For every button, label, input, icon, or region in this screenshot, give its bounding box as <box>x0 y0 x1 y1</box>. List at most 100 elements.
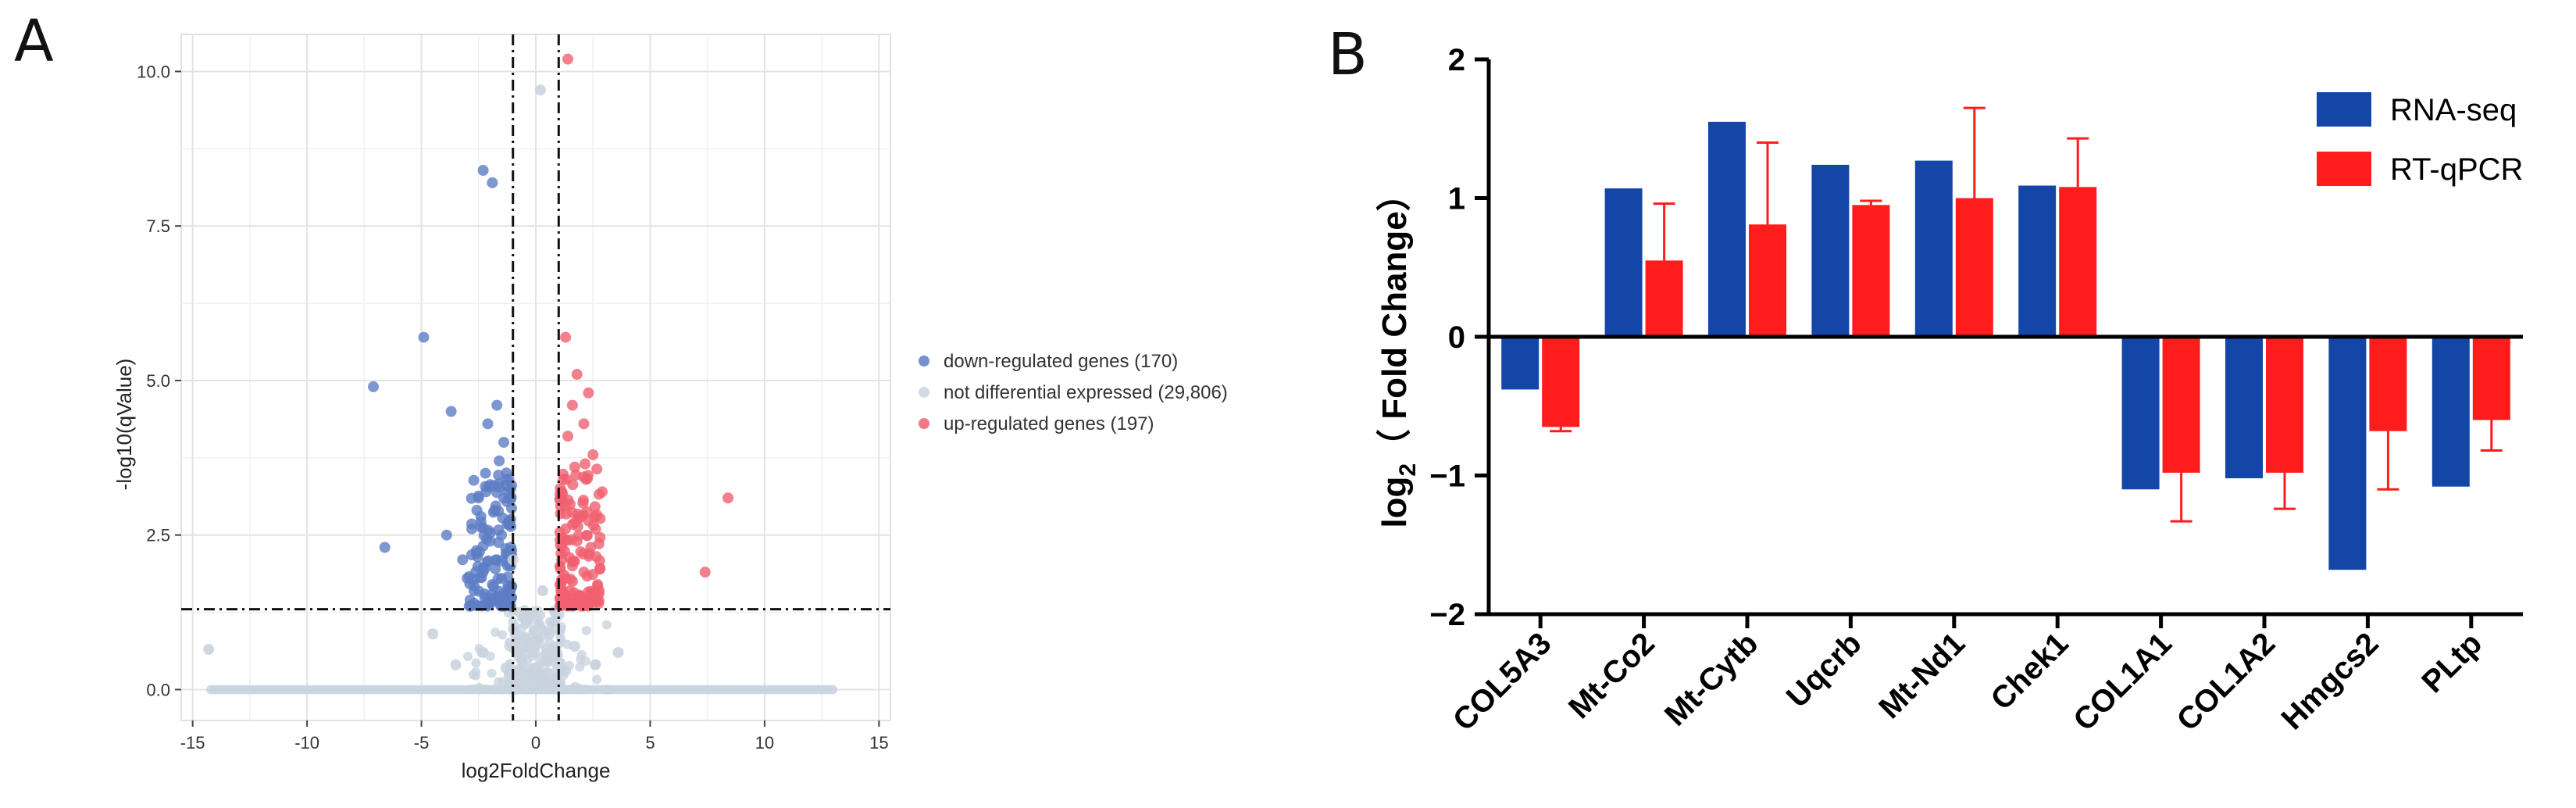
rna-seq-bar <box>2328 337 2367 570</box>
up-regulated-point <box>569 517 580 528</box>
up-regulated-point <box>591 463 603 475</box>
not-differential-point <box>548 616 560 627</box>
up-regulated-point <box>562 53 574 65</box>
not-differential-point <box>512 665 523 677</box>
not-differential-point <box>601 620 612 630</box>
down-regulated-point <box>480 486 492 498</box>
y-tick-label: −2 <box>1429 598 1465 632</box>
y-tick-label: 0.0 <box>146 680 170 699</box>
down-regulated-point <box>490 563 501 574</box>
down-regulated-point <box>491 554 503 566</box>
up-regulated-point <box>554 560 566 572</box>
category-label: PLtp <box>2415 626 2489 699</box>
not-differential-point <box>521 610 533 621</box>
y-tick-label: −1 <box>1429 459 1465 494</box>
category-label: Chek1 <box>1985 626 2075 717</box>
rna-seq-bar <box>1708 121 1746 337</box>
up-regulated-point <box>573 591 585 602</box>
down-regulated-point <box>445 406 457 417</box>
x-axis-title: log2FoldChange <box>462 759 611 782</box>
category-label: Uqcrb <box>1780 626 1868 714</box>
not-differential-point <box>450 659 462 670</box>
up-regulated-point <box>580 474 592 485</box>
up-regulated-point <box>558 474 569 485</box>
not-differential-point <box>551 652 562 662</box>
up-regulated-point <box>555 508 566 520</box>
rt-qpcr-bar <box>1542 337 1580 427</box>
not-differential-point <box>554 639 564 649</box>
category-label: COL1A2 <box>2171 626 2282 738</box>
up-regulated-point <box>580 458 591 470</box>
up-regulated-point <box>594 531 606 543</box>
legend-label: down-regulated genes (170) <box>944 351 1178 372</box>
not-differential-point <box>560 665 572 677</box>
up-regulated-point <box>583 387 594 399</box>
y-tick-label: 5.0 <box>146 371 170 391</box>
not-differential-point <box>569 641 580 652</box>
not-differential-point <box>471 658 481 668</box>
y-tick-label: 1 <box>1448 182 1465 216</box>
up-regulated-point <box>570 469 582 481</box>
down-regulated-point <box>484 535 496 547</box>
not-differential-point <box>575 662 585 672</box>
down-regulated-point <box>379 542 391 553</box>
down-regulated-point <box>496 573 508 585</box>
not-differential-point <box>509 680 519 690</box>
rt-qpcr-bar <box>1955 198 1993 337</box>
up-regulated-point <box>593 595 605 606</box>
not-differential-point <box>505 637 515 647</box>
up-regulated-point <box>562 431 574 442</box>
up-regulated-point <box>578 567 590 578</box>
up-regulated-point <box>575 546 587 558</box>
rna-seq-bar <box>1604 188 1643 337</box>
down-regulated-point <box>494 591 505 602</box>
not-differential-point <box>534 84 546 96</box>
not-differential-point <box>477 646 489 658</box>
down-regulated-point <box>468 474 480 486</box>
up-regulated-point <box>564 499 576 510</box>
up-regulated-point <box>566 560 578 572</box>
up-regulated-point <box>594 555 605 567</box>
not-differential-point <box>580 685 590 695</box>
legend-label: RNA-seq <box>2390 93 2517 127</box>
not-differential-point <box>590 659 601 670</box>
not-differential-point <box>543 667 553 677</box>
down-regulated-point <box>368 381 380 392</box>
x-tick-label: -5 <box>414 733 430 753</box>
not-differential-point <box>509 628 521 640</box>
legend-swatch <box>2317 152 2371 186</box>
up-regulated-point <box>590 524 601 535</box>
x-tick-label: 10 <box>755 733 774 753</box>
up-regulated-point <box>571 535 583 547</box>
x-tick-label: 0 <box>531 733 541 753</box>
down-regulated-point <box>500 480 512 492</box>
legend-label: RT-qPCR <box>2390 152 2523 187</box>
volcano-plot: -15 -10 -5 0 5 10 15 0.0 2.5 5.0 7.5 10.0 log2FoldCh… <box>112 34 1228 782</box>
down-regulated-point <box>489 505 501 517</box>
x-tick-label: -15 <box>180 733 205 753</box>
not-differential-point <box>601 685 611 695</box>
up-regulated-point <box>566 399 578 411</box>
up-regulated-point <box>554 493 566 505</box>
rna-seq-bar <box>2432 337 2470 487</box>
panel-label-a: A <box>14 8 54 75</box>
up-regulated-point <box>578 418 590 430</box>
rt-qpcr-bar <box>2472 337 2510 420</box>
y-axis-title-subscript: 2 <box>1395 463 1421 477</box>
not-differential-point <box>532 680 542 690</box>
up-regulated-point <box>560 534 572 545</box>
category-label: Mt-Cytb <box>1658 626 1764 732</box>
rt-qpcr-bar <box>2369 337 2407 431</box>
rt-qpcr-bar <box>1852 205 1890 337</box>
rna-seq-bar <box>2225 337 2263 479</box>
y-tick-label: 2.5 <box>146 526 170 545</box>
rna-seq-bar <box>1811 164 1850 337</box>
rt-qpcr-bar <box>1749 224 1786 337</box>
not-differential-point <box>427 628 439 640</box>
up-regulated-point <box>560 523 572 534</box>
down-regulated-point <box>493 470 505 481</box>
x-tick-label: 15 <box>869 733 888 753</box>
rt-qpcr-bar <box>2162 337 2200 473</box>
